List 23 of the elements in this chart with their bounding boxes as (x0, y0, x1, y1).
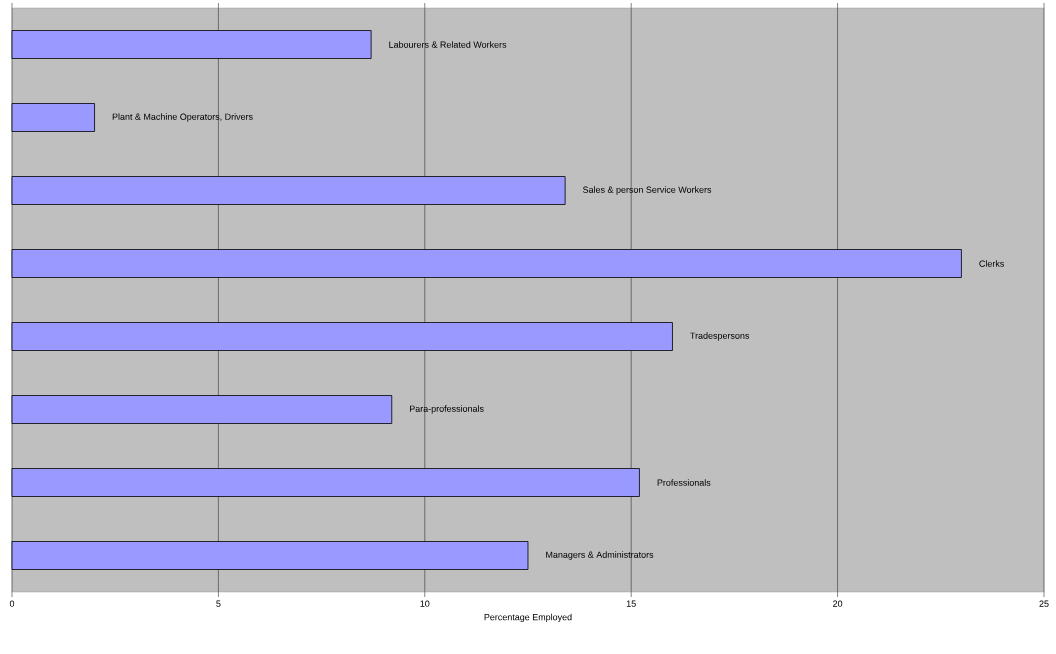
x-axis-title: Percentage Employed (484, 613, 572, 623)
bar (11, 468, 640, 497)
bar (11, 395, 393, 424)
y-tick-label: Labourers & Related Workers (389, 41, 507, 48)
y-tick-label: Managers & Administrators (546, 551, 654, 560)
y-tick-label: Plant & Machine Operators, Drivers (112, 113, 253, 122)
bar (11, 103, 95, 132)
y-tick-label: Tradespersons (690, 332, 750, 341)
x-tick-label: 25 (1039, 600, 1049, 607)
bar (11, 176, 566, 205)
y-tick-label: Clerks (979, 260, 1004, 267)
y-tick-label: Sales & person Service Workers (583, 186, 712, 195)
y-tick-label: Para-professionals (409, 405, 484, 414)
bar (11, 322, 673, 351)
bar (11, 249, 962, 278)
bar (11, 30, 372, 59)
x-tick-label: 10 (420, 600, 430, 607)
x-tick-label: 5 (216, 600, 221, 607)
x-tick-label: 20 (833, 600, 843, 607)
x-tick-label: 15 (626, 600, 636, 607)
y-tick-label: Professionals (657, 479, 711, 486)
bar (11, 541, 529, 570)
x-tick-label: 0 (9, 600, 15, 607)
